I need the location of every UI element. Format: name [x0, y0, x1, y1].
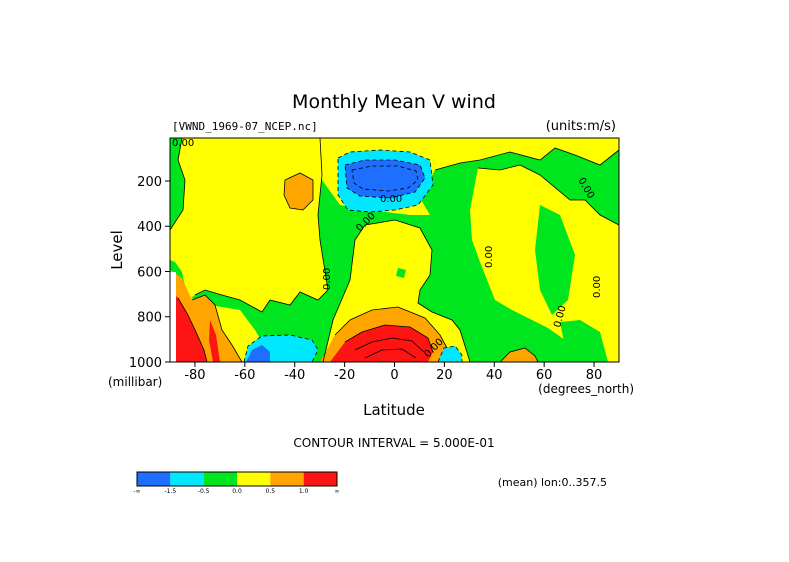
- x-tick-label: -40: [284, 368, 305, 383]
- x-tick-label: -80: [184, 368, 205, 383]
- y-unit-label: (millibar): [108, 375, 162, 389]
- contour-line: [334, 306, 448, 349]
- colorbar-swatch: [170, 472, 204, 486]
- contour-line: [169, 137, 186, 231]
- blue-upper-core: [345, 160, 425, 198]
- colorbar-label: 1.0: [299, 488, 309, 495]
- contour-line: [434, 147, 620, 171]
- x-tick-label: 60: [536, 368, 553, 383]
- contour-line: [344, 159, 426, 199]
- colorbar-swatch: [203, 472, 237, 486]
- x-tick-label: 20: [436, 368, 453, 383]
- blue-lower-left: [246, 345, 270, 362]
- colorbar-label: -∞: [133, 488, 140, 495]
- x-tick-label: 0: [390, 368, 398, 383]
- contour-line: [283, 172, 314, 211]
- colorbar: [136, 471, 338, 487]
- contour-line: [322, 219, 471, 363]
- x-tick-label: 80: [586, 368, 603, 383]
- y-axis-title: Level: [108, 230, 126, 270]
- contour-line: [437, 345, 463, 363]
- contour-line: [191, 294, 243, 363]
- colorbar-swatch: [237, 472, 271, 486]
- colorbar-label: 0.5: [266, 488, 276, 495]
- colorbar-swatch: [303, 472, 337, 486]
- dataset-label: [VWND_1969-07_NCEP.nc]: [172, 120, 318, 133]
- contour-line: [194, 137, 329, 313]
- red-polar-jet-secondary: [209, 320, 220, 362]
- colorbar-label: ∞: [335, 488, 340, 495]
- positive-region-left: [170, 138, 328, 312]
- x-axis-title: Latitude: [363, 401, 425, 419]
- y-tick-label: 1000: [129, 356, 162, 371]
- contour-label: 0.00: [322, 268, 333, 290]
- colorbar-swatch: [270, 472, 304, 486]
- contour-label: 0.00: [380, 194, 402, 205]
- negative-patch-right: [535, 205, 575, 315]
- colorbar-swatch: [137, 472, 171, 486]
- contour-lines: [169, 137, 620, 363]
- missing-data-notch: [170, 272, 176, 362]
- contour-line: [344, 324, 434, 353]
- contour-line: [364, 348, 417, 359]
- colorbar-labels: -∞ -1.5 -0.5 0.0 0.5 1.0 ∞: [133, 488, 339, 495]
- colorbar-label: 0.0: [232, 488, 242, 495]
- contour-line: [243, 334, 319, 363]
- y-tick-label: 200: [137, 175, 162, 190]
- x-tick-label: 40: [486, 368, 503, 383]
- orange-upper-left: [284, 173, 313, 210]
- contour-line: [499, 347, 539, 363]
- y-tick-label: 600: [137, 265, 162, 280]
- contour-line: [351, 165, 419, 192]
- cyan-lower-tropics: [438, 346, 462, 362]
- negative-patch-center: [396, 268, 406, 278]
- x-unit-label: (degrees_north): [538, 382, 634, 396]
- orange-right: [500, 348, 538, 362]
- colorbar-frame: [136, 471, 338, 487]
- negative-patch-lower-right: [560, 320, 608, 362]
- contour-label: 0.00: [484, 246, 495, 268]
- contour-line: [477, 164, 620, 226]
- x-tick-label: -60: [234, 368, 255, 383]
- contour-line: [354, 337, 425, 353]
- y-tick-label: 400: [137, 220, 162, 235]
- contour-label: 0.00: [592, 276, 603, 298]
- y-tick-label: 800: [137, 311, 162, 326]
- mean-note: (mean) lon:0..357.5: [498, 476, 607, 489]
- chart-title: Monthly Mean V wind: [292, 91, 496, 113]
- contour-label: 0.00: [172, 138, 194, 149]
- y-axis: 200 400 600 800 1000: [129, 175, 170, 371]
- colorbar-label: -0.5: [198, 488, 210, 495]
- contour-line: [337, 149, 434, 213]
- units-label: (units:m/s): [546, 119, 616, 134]
- plot-area: 0.00 0.00 0.00 0.00 0.00 0.00 0.00 0.00 …: [169, 137, 620, 363]
- x-axis: -80 -60 -40 -20 0 20 40 60 80: [184, 362, 602, 383]
- contour-line: [177, 297, 208, 363]
- red-polar-jet: [170, 290, 207, 362]
- negative-contour-lines: [243, 149, 463, 363]
- colorbar-label: -1.5: [164, 488, 176, 495]
- x-tick-label: -20: [334, 368, 355, 383]
- contour-interval-text: CONTOUR INTERVAL = 5.000E-01: [293, 436, 494, 450]
